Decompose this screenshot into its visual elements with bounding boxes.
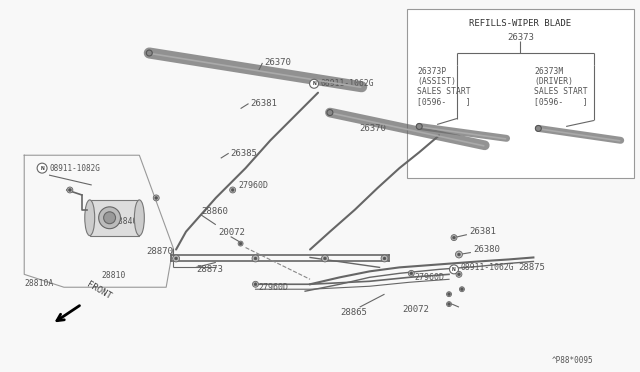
Circle shape — [68, 189, 72, 192]
Text: N: N — [452, 267, 456, 272]
Text: 28860: 28860 — [201, 207, 228, 216]
Text: 26381: 26381 — [250, 99, 277, 108]
Circle shape — [408, 270, 414, 276]
Circle shape — [451, 235, 457, 241]
Text: 08911-1082G: 08911-1082G — [49, 164, 100, 173]
Text: FRONT: FRONT — [84, 280, 113, 301]
Text: 28810A: 28810A — [24, 279, 54, 288]
Text: 27960D: 27960D — [414, 273, 444, 282]
Circle shape — [447, 292, 451, 296]
Circle shape — [458, 253, 460, 256]
Text: 26373P: 26373P — [417, 67, 447, 76]
Bar — [90, 200, 140, 235]
Text: 26370: 26370 — [264, 58, 291, 67]
Circle shape — [452, 236, 456, 239]
Circle shape — [230, 187, 236, 193]
Circle shape — [155, 196, 157, 199]
Circle shape — [147, 50, 152, 56]
Circle shape — [252, 255, 259, 262]
Text: REFILLS-WIPER BLADE: REFILLS-WIPER BLADE — [469, 19, 572, 28]
Text: 20072: 20072 — [403, 305, 429, 314]
Circle shape — [323, 257, 326, 260]
Circle shape — [175, 257, 177, 260]
Text: 27960D: 27960D — [259, 283, 289, 292]
Circle shape — [536, 125, 541, 131]
Ellipse shape — [104, 212, 116, 224]
Circle shape — [381, 255, 388, 262]
Text: 28810: 28810 — [102, 271, 126, 280]
Ellipse shape — [99, 207, 120, 229]
Circle shape — [447, 303, 451, 306]
Text: 26385: 26385 — [230, 149, 257, 158]
Circle shape — [321, 255, 328, 262]
Text: 28865: 28865 — [340, 308, 367, 317]
Text: [0596-    ]: [0596- ] — [534, 97, 588, 106]
Circle shape — [416, 124, 422, 129]
Text: 28875: 28875 — [518, 263, 545, 272]
Circle shape — [153, 195, 159, 201]
Circle shape — [460, 288, 463, 291]
Circle shape — [460, 287, 465, 292]
Ellipse shape — [84, 200, 95, 235]
Circle shape — [231, 189, 234, 192]
Text: SALES START: SALES START — [417, 87, 471, 96]
Circle shape — [37, 163, 47, 173]
Text: 28840: 28840 — [113, 217, 138, 226]
Circle shape — [238, 241, 243, 246]
Circle shape — [239, 242, 242, 245]
Text: SALES START: SALES START — [534, 87, 588, 96]
Text: ^P88*0095: ^P88*0095 — [551, 356, 593, 365]
Circle shape — [253, 281, 259, 287]
Text: 28873: 28873 — [196, 265, 223, 274]
Circle shape — [310, 79, 319, 88]
Text: (ASSIST): (ASSIST) — [417, 77, 456, 86]
Text: 20072: 20072 — [219, 228, 246, 237]
Circle shape — [458, 273, 460, 276]
Bar — [407, 9, 634, 178]
Circle shape — [447, 302, 451, 307]
Circle shape — [327, 110, 333, 116]
Text: 26373: 26373 — [507, 33, 534, 42]
Circle shape — [456, 271, 462, 277]
Text: N: N — [312, 81, 316, 86]
Text: 26380: 26380 — [473, 245, 500, 254]
Text: (DRIVER): (DRIVER) — [534, 77, 573, 86]
Text: 08911-1062G: 08911-1062G — [461, 263, 515, 272]
Circle shape — [254, 257, 257, 260]
Text: N: N — [40, 166, 44, 171]
Circle shape — [254, 283, 257, 286]
Circle shape — [173, 255, 180, 262]
Text: 26373M: 26373M — [534, 67, 564, 76]
Text: [0596-    ]: [0596- ] — [417, 97, 471, 106]
Text: 27960D: 27960D — [239, 180, 269, 189]
Text: 28870: 28870 — [146, 247, 173, 256]
Text: 08911-1062G: 08911-1062G — [320, 79, 374, 88]
Circle shape — [383, 257, 386, 260]
Ellipse shape — [134, 200, 145, 235]
Circle shape — [449, 265, 458, 274]
Circle shape — [67, 187, 73, 193]
Text: 26370: 26370 — [360, 124, 387, 133]
Circle shape — [456, 251, 463, 258]
Circle shape — [447, 293, 451, 296]
Circle shape — [410, 272, 413, 275]
Text: 26381: 26381 — [469, 227, 496, 236]
